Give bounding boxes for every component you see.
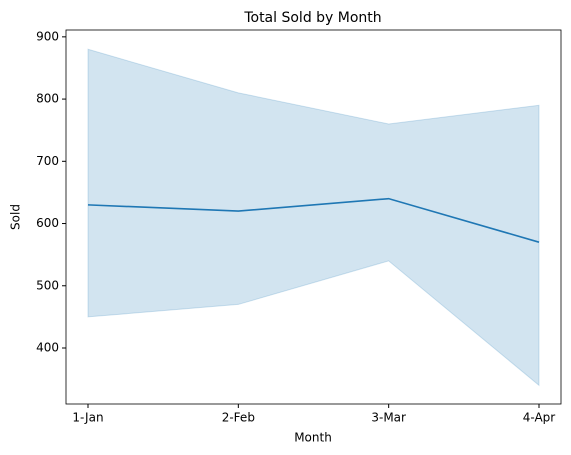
confidence-band <box>87 48 540 387</box>
y-axis-label: Sold <box>9 204 23 230</box>
x-tick-label: 4-Apr <box>523 411 556 425</box>
y-tick-label: 700 <box>36 154 59 168</box>
y-tick-label: 400 <box>36 340 59 354</box>
chart-title: Total Sold by Month <box>243 10 381 26</box>
y-tick-label: 600 <box>36 216 59 230</box>
y-tick-label: 500 <box>36 278 59 292</box>
x-axis-label: Month <box>294 431 332 445</box>
y-tick-label: 900 <box>36 29 59 43</box>
y-tick-label: 800 <box>36 92 59 106</box>
x-tick-label: 3-Mar <box>371 411 406 425</box>
x-tick-label: 2-Feb <box>222 411 255 425</box>
plot-frame <box>65 29 562 405</box>
line <box>87 197 540 243</box>
x-tick-label: 1-Jan <box>72 411 103 425</box>
